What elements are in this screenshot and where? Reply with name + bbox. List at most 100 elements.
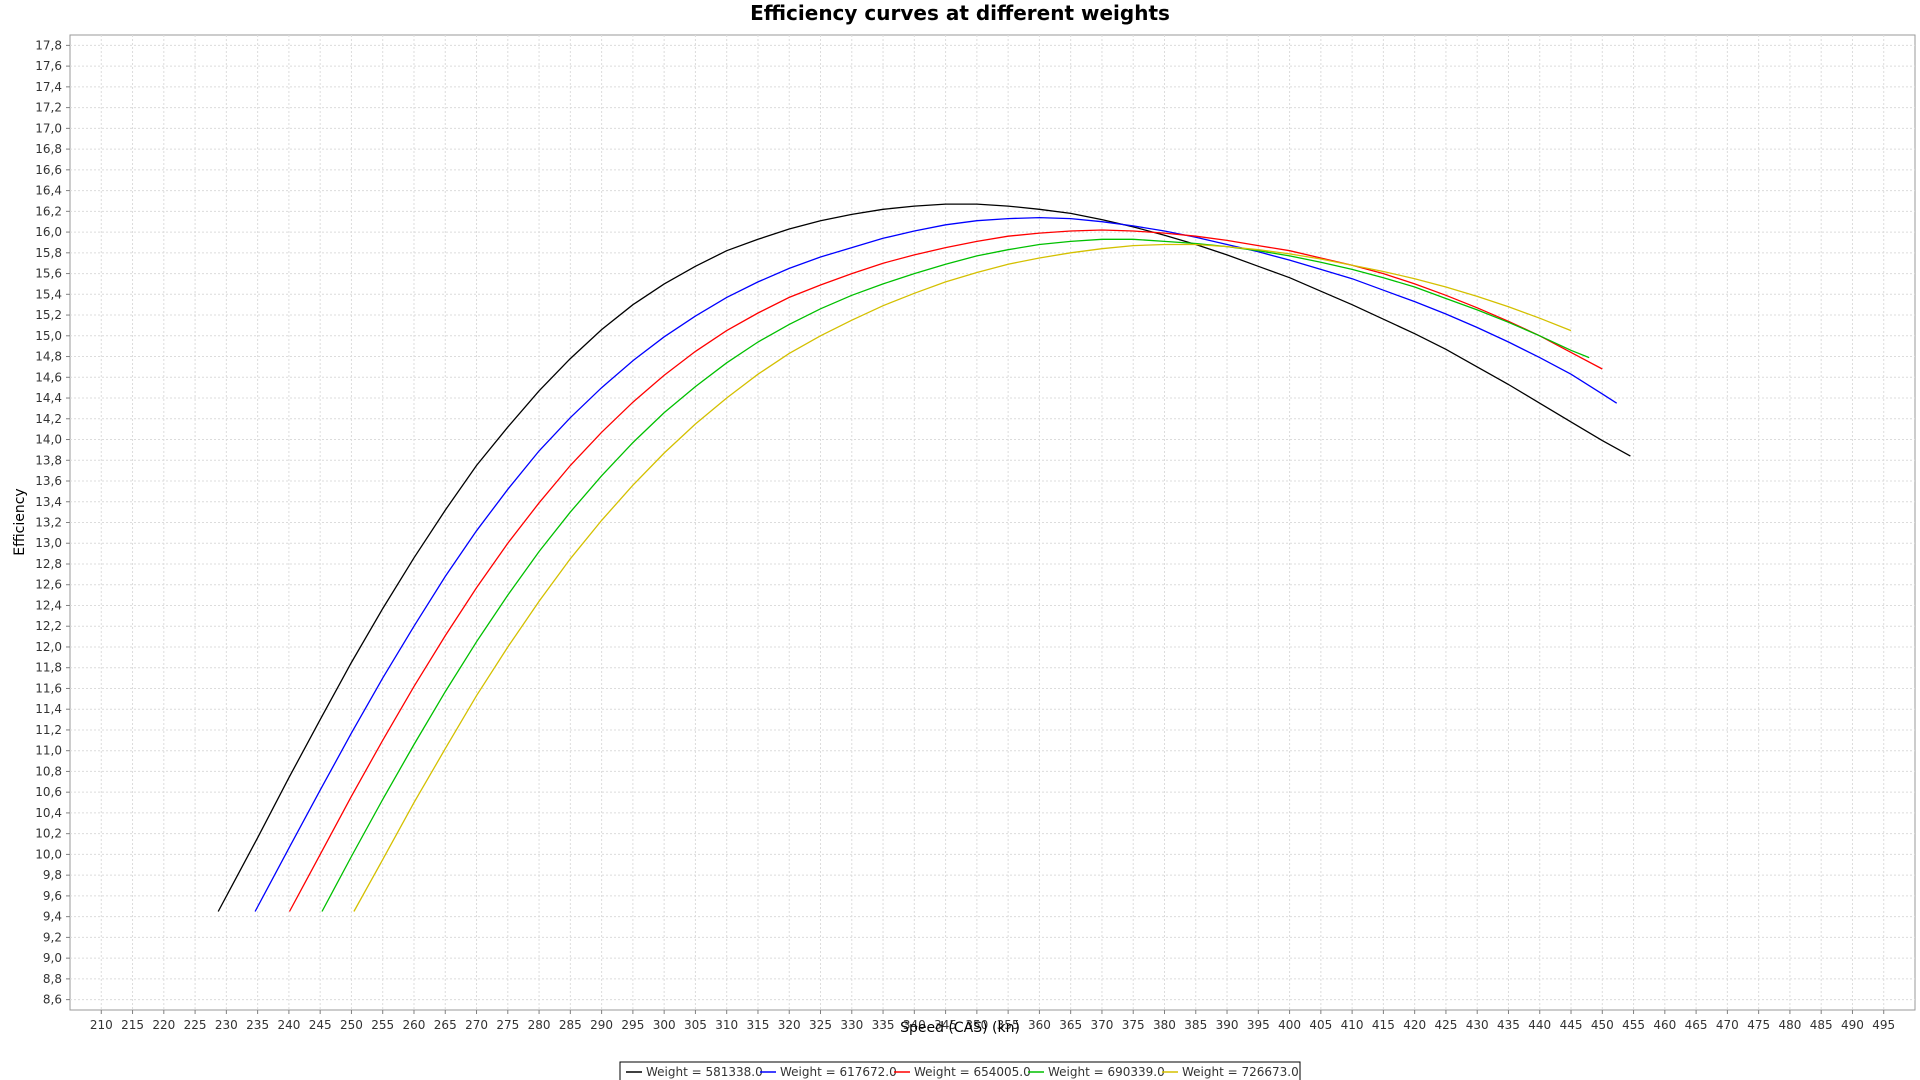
x-axis-label: Speed (CAS) (kn) <box>900 1020 1020 1036</box>
y-tick-label: 15,0 <box>35 329 62 343</box>
chart-title: Efficiency curves at different weights <box>750 1 1170 25</box>
x-tick-label: 315 <box>747 1018 770 1032</box>
x-tick-label: 445 <box>1560 1018 1583 1032</box>
x-tick-label: 270 <box>465 1018 488 1032</box>
x-tick-label: 330 <box>840 1018 863 1032</box>
y-tick-label: 16,8 <box>35 142 62 156</box>
y-tick-label: 10,4 <box>35 806 62 820</box>
x-tick-label: 275 <box>496 1018 519 1032</box>
y-tick-label: 13,6 <box>35 474 62 488</box>
y-tick-label: 15,8 <box>35 246 62 260</box>
series-line-3 <box>288 229 1603 912</box>
series-line-5 <box>353 243 1572 912</box>
x-tick-label: 430 <box>1466 1018 1489 1032</box>
x-tick-label: 460 <box>1653 1018 1676 1032</box>
y-tick-label: 13,8 <box>35 453 62 467</box>
x-tick-label: 485 <box>1810 1018 1833 1032</box>
y-tick-label: 16,0 <box>35 225 62 239</box>
y-tick-label: 13,2 <box>35 516 62 530</box>
series-line-4 <box>321 238 1590 912</box>
y-tick-label: 15,2 <box>35 308 62 322</box>
x-tick-label: 245 <box>309 1018 332 1032</box>
y-tick-label: 16,4 <box>35 184 62 198</box>
x-tick-label: 325 <box>809 1018 832 1032</box>
x-tick-label: 490 <box>1841 1018 1864 1032</box>
y-tick-label: 17,0 <box>35 121 62 135</box>
y-tick-label: 10,8 <box>35 764 62 778</box>
x-tick-label: 295 <box>621 1018 644 1032</box>
series-line-1 <box>217 203 1631 912</box>
y-tick-label: 9,8 <box>43 868 62 882</box>
x-tick-label: 405 <box>1309 1018 1332 1032</box>
y-tick-label: 13,0 <box>35 536 62 550</box>
x-tick-label: 250 <box>340 1018 363 1032</box>
y-tick-label: 14,0 <box>35 433 62 447</box>
x-tick-label: 425 <box>1434 1018 1457 1032</box>
x-tick-label: 440 <box>1528 1018 1551 1032</box>
y-tick-label: 17,6 <box>35 59 62 73</box>
x-tick-label: 355 <box>997 1018 1020 1032</box>
x-tick-label: 370 <box>1090 1018 1113 1032</box>
x-tick-label: 255 <box>371 1018 394 1032</box>
x-tick-label: 420 <box>1403 1018 1426 1032</box>
x-tick-label: 290 <box>590 1018 613 1032</box>
x-tick-label: 350 <box>965 1018 988 1032</box>
x-tick-label: 310 <box>715 1018 738 1032</box>
y-tick-label: 12,2 <box>35 619 62 633</box>
series-lines <box>217 203 1631 912</box>
x-tick-label: 225 <box>184 1018 207 1032</box>
y-tick-label: 14,4 <box>35 391 62 405</box>
y-tick-label: 17,2 <box>35 101 62 115</box>
x-tick-label: 360 <box>1028 1018 1051 1032</box>
x-tick-label: 260 <box>403 1018 426 1032</box>
y-axis-ticks: 8,6 8,8 9,0 9,2 9,4 9,6 9,8 10,0 10,2 10,4 10,6 10,… <box>35 38 70 1007</box>
y-tick-label: 16,2 <box>35 204 62 218</box>
y-tick-label: 9,4 <box>43 910 62 924</box>
x-tick-label: 320 <box>778 1018 801 1032</box>
y-tick-label: 8,6 <box>43 993 62 1007</box>
y-tick-label: 14,6 <box>35 370 62 384</box>
legend-label-3: Weight = 654005.0 <box>914 1065 1031 1079</box>
legend-label-1: Weight = 581338.0 <box>646 1065 763 1079</box>
y-tick-label: 11,8 <box>35 661 62 675</box>
x-tick-label: 230 <box>215 1018 238 1032</box>
x-tick-label: 345 <box>934 1018 957 1032</box>
x-tick-label: 390 <box>1216 1018 1239 1032</box>
legend: Weight = 581338.0 Weight = 617672.0 Weight… <box>619 1061 1301 1080</box>
y-tick-label: 9,6 <box>43 889 62 903</box>
x-tick-label: 265 <box>434 1018 457 1032</box>
x-tick-label: 410 <box>1341 1018 1364 1032</box>
x-tick-label: 240 <box>277 1018 300 1032</box>
x-tick-label: 335 <box>872 1018 895 1032</box>
x-tick-label: 280 <box>528 1018 551 1032</box>
x-tick-label: 455 <box>1622 1018 1645 1032</box>
x-tick-label: 210 <box>90 1018 113 1032</box>
y-tick-label: 13,4 <box>35 495 62 509</box>
y-tick-label: 10,6 <box>35 785 62 799</box>
legend-label-4: Weight = 690339.0 <box>1048 1065 1165 1079</box>
y-tick-label: 12,8 <box>35 557 62 571</box>
y-tick-label: 12,6 <box>35 578 62 592</box>
y-tick-label: 8,8 <box>43 972 62 986</box>
x-tick-label: 215 <box>121 1018 144 1032</box>
x-tick-label: 365 <box>1059 1018 1082 1032</box>
y-tick-label: 16,6 <box>35 163 62 177</box>
x-tick-label: 340 <box>903 1018 926 1032</box>
y-tick-label: 17,8 <box>35 38 62 52</box>
x-tick-label: 220 <box>152 1018 175 1032</box>
y-tick-label: 10,2 <box>35 827 62 841</box>
x-tick-label: 480 <box>1778 1018 1801 1032</box>
x-axis-ticks: 210 215 220 225 230 235 240 245 250 255 260 265 270 2… <box>90 1010 1895 1032</box>
x-tick-label: 415 <box>1372 1018 1395 1032</box>
y-tick-label: 15,6 <box>35 267 62 281</box>
x-tick-label: 495 <box>1872 1018 1895 1032</box>
y-tick-label: 11,2 <box>35 723 62 737</box>
x-tick-label: 375 <box>1122 1018 1145 1032</box>
y-tick-label: 11,6 <box>35 681 62 695</box>
y-tick-label: 14,2 <box>35 412 62 426</box>
grid-lines <box>70 35 1915 1010</box>
x-tick-label: 380 <box>1153 1018 1176 1032</box>
y-tick-label: 11,4 <box>35 702 62 716</box>
x-tick-label: 450 <box>1591 1018 1614 1032</box>
legend-box <box>619 1061 1301 1080</box>
